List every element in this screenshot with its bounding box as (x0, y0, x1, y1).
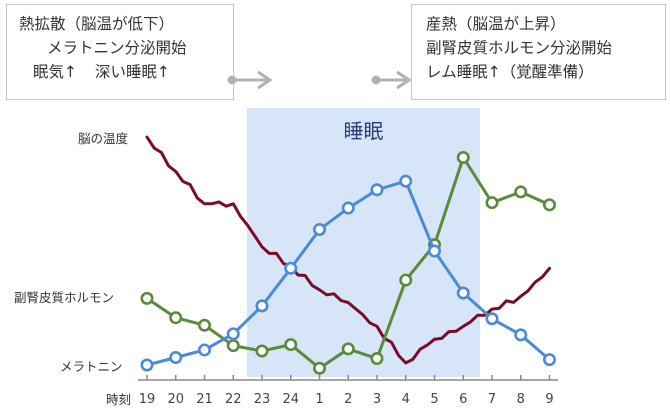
series-2-point-24 (284, 338, 298, 352)
series-1-point-20 (169, 350, 183, 364)
series-1-point-22 (226, 327, 240, 341)
rem-sleep-text: レム睡眠↑（覚醒準備） (426, 63, 594, 81)
melatonin-secretion-text: メラトニン分泌開始 (47, 39, 187, 57)
tick-label-20: 20 (167, 392, 184, 407)
tick-label-4: 4 (402, 392, 410, 407)
series-2-point-6 (456, 151, 470, 165)
series-1-point-23 (255, 299, 269, 313)
tick-label-19: 19 (139, 392, 156, 407)
series-2-point-3 (370, 352, 384, 366)
sleep-onset-box: 熱拡散（脳温が低下） メラトニン分泌開始 眠気↑ 深い睡眠↑ (6, 4, 234, 100)
series-1-point-6 (456, 286, 470, 300)
tick-label-6: 6 (459, 392, 467, 407)
tick-label-22: 22 (225, 392, 242, 407)
melatonin-label: メラトニン (60, 359, 123, 374)
series-1-point-5 (427, 244, 441, 258)
tick-label-1: 1 (315, 392, 323, 407)
arrow-tail-dot-1 (227, 75, 237, 85)
series-2-point-23 (255, 344, 269, 358)
series-1-point-2 (341, 201, 355, 215)
arrow-group (227, 70, 412, 90)
series-1-point-4 (399, 174, 413, 188)
tick-label-2: 2 (344, 392, 352, 407)
series-2-point-20 (169, 311, 183, 325)
tick-label-3: 3 (373, 392, 381, 407)
brain-temp-label: 脳の温度 (78, 131, 129, 146)
tick-label-23: 23 (254, 392, 271, 407)
series-2-point-21 (198, 318, 212, 332)
tick-label-8: 8 (517, 392, 525, 407)
series-2-point-19 (140, 291, 154, 305)
time-axis: 19 20 21 22 23 24 1 2 3 4 5 6 7 8 9 (138, 375, 558, 407)
series-2-point-4 (399, 273, 413, 287)
series-layer (140, 135, 556, 375)
tick-label-9: 9 (545, 392, 553, 407)
arrow-head-1 (257, 70, 273, 90)
time-axis-label: 時刻 (106, 392, 132, 407)
tick-label-21: 21 (196, 392, 213, 407)
series-1-point-21 (198, 343, 212, 357)
series-2-point-22 (226, 339, 240, 353)
series-2-point-1 (312, 361, 326, 375)
series-1-point-7 (485, 312, 499, 326)
series-line-3 (145, 135, 551, 365)
series-1-point-8 (514, 328, 528, 342)
series-2-point-9 (542, 198, 556, 212)
series-1-point-3 (370, 183, 384, 197)
series-2-point-7 (485, 196, 499, 210)
arrow-head-2 (396, 70, 412, 90)
drowsiness-deep-sleep-text: 眠気↑ 深い睡眠↑ (19, 60, 233, 84)
arrow-tail-dot-2 (371, 75, 381, 85)
cortisol-secretion-text: 副腎皮質ホルモン分泌開始 (426, 39, 613, 57)
series-1-point-24 (284, 261, 298, 275)
heat-production-text: 産熱（脳温が上昇） (426, 15, 566, 33)
series-2-point-2 (341, 342, 355, 356)
sleep-period-band (247, 108, 480, 377)
deep-sleep-text: 深い睡眠↑ (95, 63, 170, 81)
sleep-label: 睡眠 (344, 119, 384, 143)
series-1-point-9 (542, 353, 556, 367)
waking-box: 産熱（脳温が上昇） 副腎皮質ホルモン分泌開始 レム睡眠↑（覚醒準備） (411, 4, 666, 100)
series-2-point-8 (514, 185, 528, 199)
cortisol-label: 副腎皮質ホルモン (14, 290, 115, 305)
tick-label-24: 24 (282, 392, 299, 407)
series-1-point-1 (312, 223, 326, 237)
drowsiness-text: 眠気↑ (33, 63, 77, 81)
series-1-point-19 (140, 358, 154, 372)
tick-label-7: 7 (488, 392, 496, 407)
tick-label-5: 5 (430, 392, 438, 407)
heat-dissipation-text: 熱拡散（脳温が低下） (19, 15, 175, 33)
